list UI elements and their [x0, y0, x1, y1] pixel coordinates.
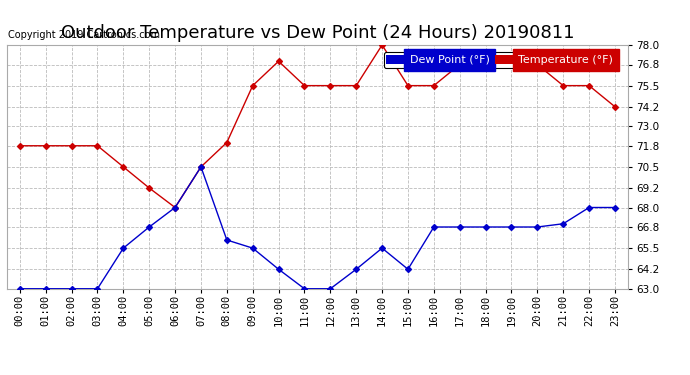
Text: Copyright 2019 Cartronics.com: Copyright 2019 Cartronics.com — [8, 30, 160, 40]
Title: Outdoor Temperature vs Dew Point (24 Hours) 20190811: Outdoor Temperature vs Dew Point (24 Hou… — [61, 24, 574, 42]
Legend: Dew Point (°F), Temperature (°F): Dew Point (°F), Temperature (°F) — [384, 52, 616, 68]
